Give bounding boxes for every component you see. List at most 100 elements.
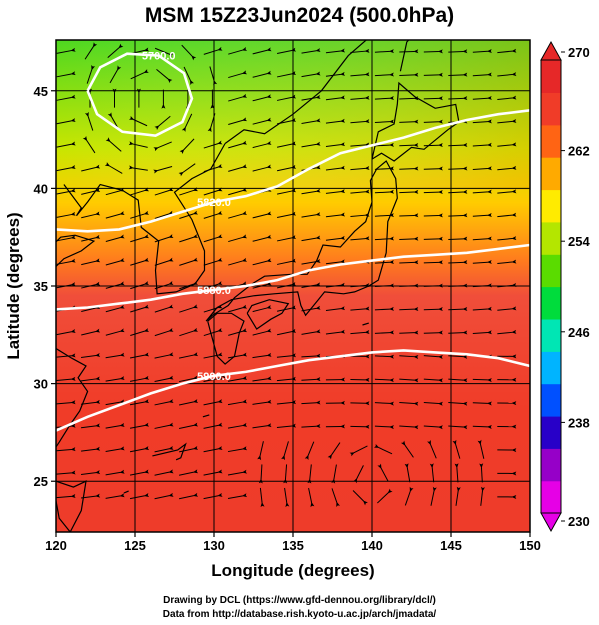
- wind-arrow: [228, 164, 248, 172]
- wind-arrow: [209, 66, 218, 86]
- wind-arrow: [276, 305, 297, 312]
- wind-arrow: [404, 463, 411, 483]
- wind-arrow: [105, 211, 125, 219]
- wind-arrow: [228, 70, 248, 79]
- wind-arrow: [276, 328, 297, 336]
- wind-arrow: [399, 260, 419, 265]
- wind-arrow: [56, 211, 76, 218]
- wind-arrow: [104, 162, 123, 174]
- wind-arrow: [497, 119, 517, 124]
- wind-arrow: [179, 210, 199, 219]
- wind-arrow: [81, 353, 101, 358]
- wind-arrow: [497, 142, 517, 147]
- coastline-path: [56, 347, 89, 449]
- wind-arrow: [377, 463, 389, 482]
- colorbar: 230 238 246 254 262 270: [540, 40, 590, 533]
- wind-arrow: [423, 283, 443, 288]
- wind-arrow: [399, 119, 419, 124]
- wind-arrow: [325, 118, 346, 124]
- wind-arrow: [227, 399, 248, 406]
- wind-arrow: [374, 119, 394, 124]
- wind-arrow: [301, 48, 321, 54]
- wind-arrow: [179, 234, 199, 243]
- wind-arrow: [350, 401, 370, 406]
- contour-label: 5900.0: [197, 371, 231, 383]
- colorbar-segment: [541, 286, 561, 320]
- coastline-path: [56, 480, 87, 532]
- wind-arrow: [301, 118, 321, 124]
- wind-arrow: [301, 400, 321, 405]
- colorbar-min-arrow: [540, 512, 562, 533]
- x-tick-label: 135: [282, 538, 304, 553]
- wind-arrow: [228, 328, 248, 336]
- wind-arrow: [307, 464, 312, 484]
- wind-arrow: [181, 113, 193, 132]
- wind-arrow: [203, 328, 223, 337]
- colorbar-segment: [541, 448, 561, 482]
- wind-arrow: [56, 188, 76, 195]
- wind-arrow: [56, 141, 76, 148]
- wind-arrow: [81, 234, 101, 242]
- y-tick-label: 25: [34, 474, 48, 489]
- wind-arrow: [252, 376, 272, 382]
- wind-arrow: [448, 306, 468, 311]
- wind-arrow: [252, 211, 272, 219]
- credit-data-source: Data from http://database.rish.kyoto-u.a…: [162, 609, 437, 620]
- wind-arrow: [497, 329, 517, 335]
- wind-arrow: [301, 94, 321, 101]
- wind-arrow: [179, 281, 199, 290]
- wind-arrow: [228, 140, 248, 149]
- wind-arrow: [154, 375, 174, 383]
- wind-arrow: [301, 188, 321, 195]
- wind-arrow: [276, 94, 297, 101]
- x-axis-label: Longitude (degrees): [211, 561, 374, 580]
- wind-arrow: [252, 117, 272, 125]
- wind-arrow: [497, 448, 517, 453]
- x-tick-label: 130: [203, 538, 225, 553]
- wind-arrow: [112, 88, 117, 108]
- wind-arrow: [81, 399, 101, 405]
- wind-arrow: [276, 423, 297, 429]
- wind-arrow: [56, 470, 76, 475]
- wind-arrow: [399, 72, 419, 77]
- wind-arrow: [423, 213, 443, 218]
- credits: Drawing by DCL (https://www.gfd-dennou.o…: [0, 594, 599, 622]
- wind-streamlines: [56, 42, 517, 508]
- wind-arrow: [497, 377, 517, 382]
- colorbar-segment: [541, 60, 561, 93]
- wind-arrow: [399, 354, 419, 359]
- wind-arrow: [56, 376, 76, 381]
- wind-arrow: [56, 118, 76, 125]
- wind-arrow: [56, 94, 76, 101]
- wind-arrow: [178, 445, 199, 453]
- wind-arrow: [56, 329, 76, 336]
- wind-arrow: [472, 142, 492, 147]
- wind-arrow: [56, 235, 76, 242]
- wind-arrow: [154, 234, 174, 243]
- wind-arrow: [448, 166, 468, 171]
- wind-arrow: [423, 307, 443, 312]
- wind-arrow: [252, 352, 272, 359]
- wind-arrow: [130, 328, 150, 336]
- wind-arrow: [105, 493, 125, 499]
- wind-arrow: [423, 425, 443, 430]
- wind-arrow: [252, 328, 272, 336]
- wind-arrow: [81, 164, 101, 172]
- wind-arrow: [153, 166, 173, 174]
- wind-arrow: [374, 49, 394, 54]
- wind-arrow: [276, 376, 297, 382]
- wind-arrow: [350, 48, 370, 53]
- wind-arrow: [179, 327, 199, 337]
- wind-arrow: [374, 166, 394, 171]
- wind-arrow: [350, 236, 370, 241]
- wind-arrow: [105, 446, 125, 452]
- wind-arrow: [105, 376, 125, 382]
- wind-arrow: [429, 463, 435, 483]
- wind-arrow: [304, 441, 315, 461]
- wind-arrow: [276, 117, 297, 125]
- wind-arrow: [331, 488, 341, 508]
- wind-arrow: [178, 399, 199, 406]
- wind-arrow: [252, 47, 272, 55]
- wind-arrow: [203, 399, 223, 406]
- colorbar-segment: [541, 221, 561, 255]
